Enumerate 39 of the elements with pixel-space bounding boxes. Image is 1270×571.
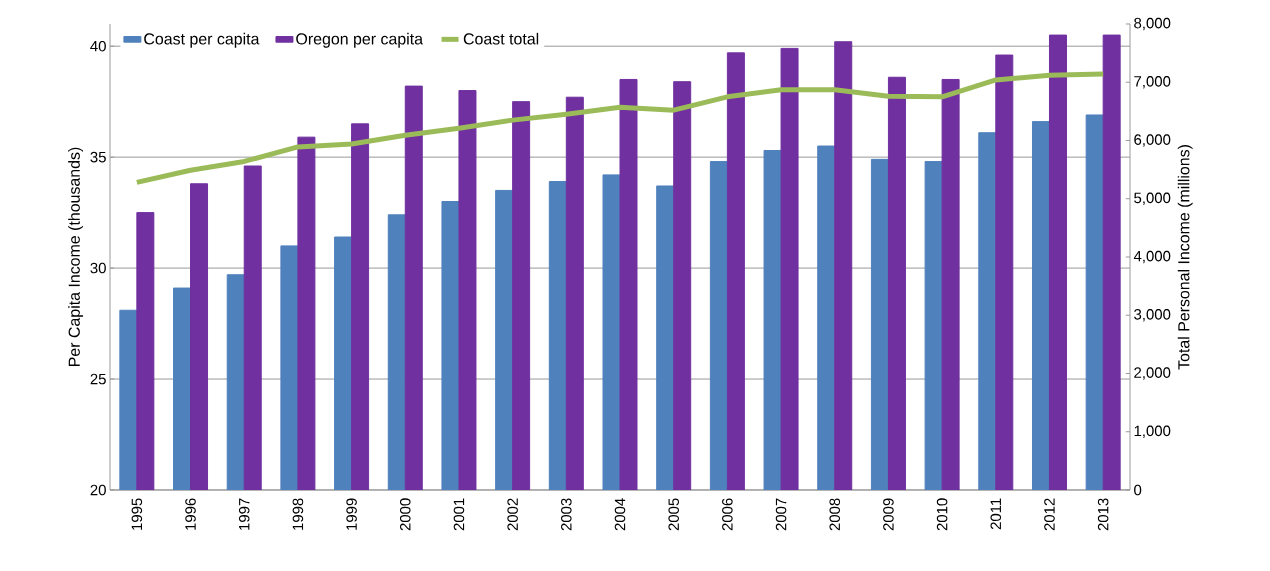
y-tick-label: 20	[90, 484, 106, 496]
legend-label: Coast total	[463, 32, 539, 45]
y2-tick-label: 6,000	[1134, 134, 1171, 147]
y-tick-label: 30	[90, 262, 106, 274]
y2-axis-title: Total Personal Income (millions)	[1177, 145, 1193, 370]
x-tick-label: 1998	[292, 498, 304, 530]
y2-tick-label: 2,000	[1134, 367, 1171, 380]
y2-tick-label: 7,000	[1134, 76, 1171, 89]
y2-tick-label: 8,000	[1134, 17, 1171, 31]
x-tick-label: 2005	[668, 498, 679, 531]
x-tick-label: 2012	[1044, 498, 1055, 531]
x-tick-label: 2000	[399, 498, 411, 531]
x-tick-label: 1997	[238, 498, 250, 530]
x-tick-label: 2009	[883, 498, 894, 531]
legend-label: Oregon per capita	[296, 32, 424, 48]
x-tick-label: 2007	[775, 498, 787, 531]
line-series	[134, 71, 1106, 185]
y-tick-label: 25	[90, 373, 106, 385]
x-tick-label: 1999	[346, 498, 357, 530]
x-tick-label: 2002	[507, 498, 518, 531]
x-tick-label: 2013	[1097, 498, 1109, 531]
y2-tick-label: 0	[1134, 484, 1142, 496]
y-tick-label: 40	[90, 40, 106, 52]
x-tick-label: 1995	[131, 498, 143, 530]
x-tick-label: 2010	[936, 498, 948, 531]
x-tick-label: 2006	[722, 498, 733, 531]
x-tick-label: 2004	[614, 498, 626, 531]
x-tick-label: 2011	[990, 498, 1002, 530]
x-tick-label: 2008	[829, 498, 841, 531]
y2-tick-label: 3,000	[1134, 309, 1171, 322]
y-axis-title: Per Capita Income (thousands)	[68, 147, 84, 366]
y2-tick-label: 4,000	[1133, 250, 1171, 264]
y2-tick-label: 5,000	[1134, 192, 1171, 205]
x-tick-label: 2001	[453, 498, 465, 531]
x-tick-label: 2003	[561, 498, 572, 531]
legend-label: Coast per capita	[144, 32, 260, 48]
y2-tick-label: 1,000	[1134, 425, 1171, 438]
x-tick-label: 1996	[185, 498, 196, 530]
y-tick-label: 35	[90, 151, 106, 163]
